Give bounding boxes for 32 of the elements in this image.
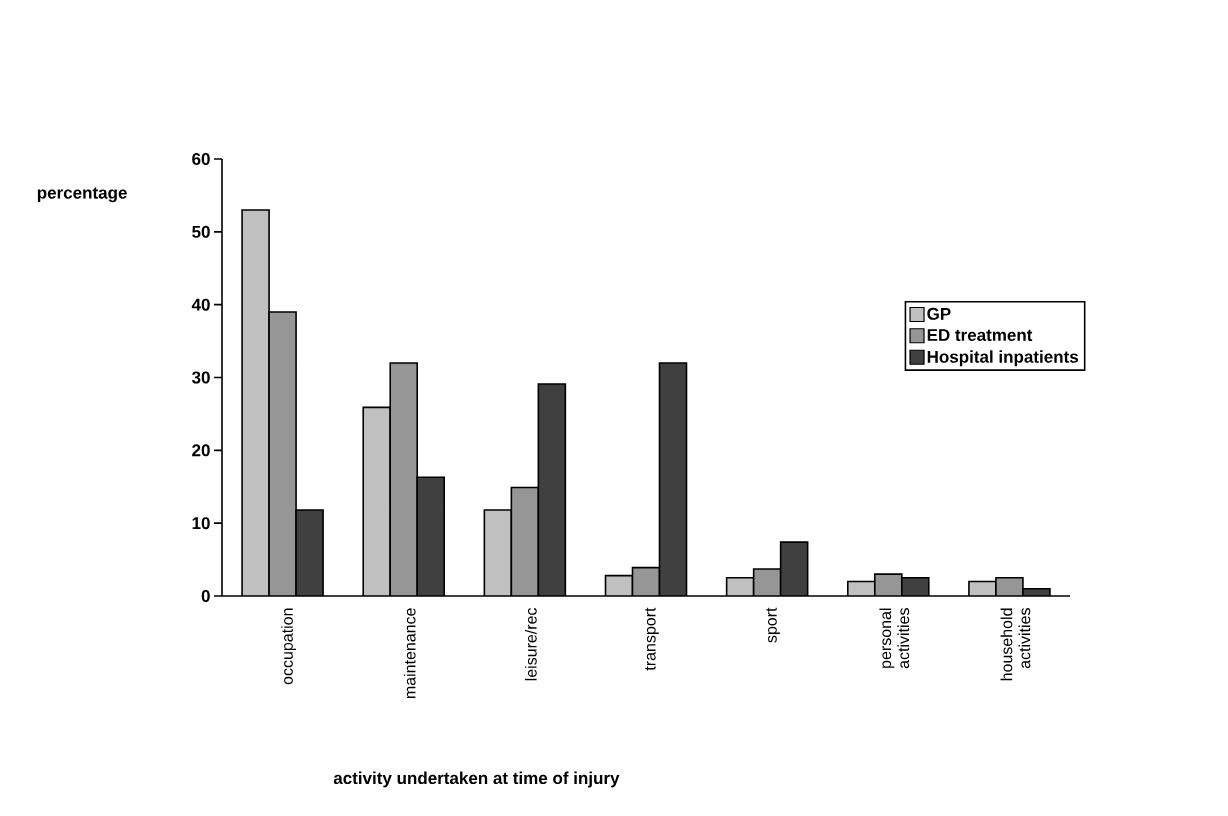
x-tick-label: personal activities — [879, 608, 910, 669]
y-tick-label: 60 — [192, 152, 210, 166]
bar — [390, 362, 418, 596]
x-tick-label: sport — [766, 607, 780, 643]
bar — [780, 542, 808, 596]
y-tick-label: 30 — [191, 371, 210, 384]
legend-label: GP — [927, 307, 951, 320]
y-tick-label: 10 — [192, 517, 210, 530]
y-tick-label: 20 — [192, 444, 210, 457]
y-axis-title: percentage — [37, 187, 127, 203]
y-tick-label: 40 — [191, 298, 210, 311]
x-tick-label: transport — [645, 607, 659, 671]
bar — [296, 510, 324, 596]
legend-label: ED treatment — [927, 329, 1033, 342]
x-axis-title: activity undertaken at time of injury — [333, 771, 620, 788]
bar — [632, 567, 660, 596]
bar — [605, 575, 633, 596]
bar — [417, 477, 445, 596]
bar — [511, 487, 539, 596]
bar — [363, 407, 391, 596]
y-tick-label: 0 — [201, 589, 210, 603]
x-tick-label: maintenance — [403, 608, 416, 699]
y-tick-label: 50 — [192, 225, 210, 238]
bar — [242, 209, 270, 596]
bar — [538, 384, 566, 596]
x-tick-label: occupation — [281, 608, 297, 685]
legend-label: Hospital inpatients — [927, 350, 1078, 367]
x-tick-label: leisure/rec — [524, 607, 537, 681]
x-tick-label: household activities — [1000, 608, 1031, 681]
bar — [659, 362, 687, 596]
bar — [484, 510, 512, 596]
bar — [269, 311, 297, 596]
